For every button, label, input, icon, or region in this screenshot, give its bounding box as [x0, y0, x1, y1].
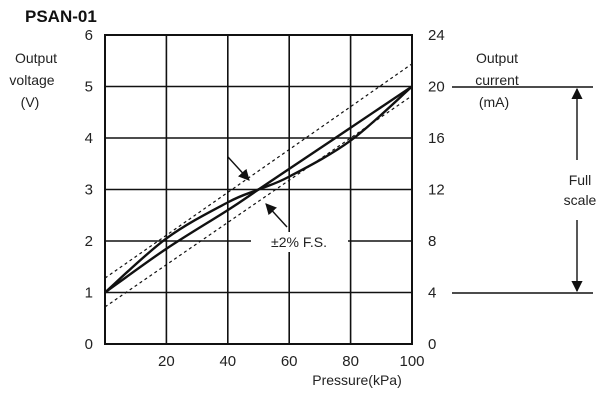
x-tick-label: 80 — [342, 353, 359, 370]
tolerance-arrow-upper — [227, 156, 250, 181]
chart-title: PSAN-01 — [25, 7, 97, 26]
y-left-tick-label: 6 — [85, 27, 93, 44]
tolerance-label: ±2% F.S. — [271, 234, 327, 250]
right-axis-label-line: Output — [476, 50, 518, 66]
y-left-tick-label: 5 — [85, 79, 93, 96]
y-right-tick-label: 12 — [428, 182, 445, 199]
y-left-tick-label: 4 — [85, 130, 93, 147]
x-tick-label: 60 — [281, 353, 298, 370]
right-axis-label-line: current — [475, 72, 519, 88]
y-left-tick-label: 2 — [85, 233, 93, 250]
tolerance-line-upper — [104, 63, 413, 279]
tolerance-annotation: ±2% F.S. — [227, 156, 348, 252]
y-right-tick-label: 0 — [428, 336, 436, 353]
x-axis-label: Pressure(kPa) — [312, 372, 401, 388]
y-right-tick-label: 20 — [428, 79, 445, 96]
left-axis-label-line: (V) — [21, 94, 40, 110]
tolerance-arrow-lower — [265, 203, 288, 228]
tolerance-line-lower — [104, 95, 413, 308]
full-scale-annotation: Full scale — [452, 86, 597, 294]
y-left-tick-label: 3 — [85, 182, 93, 199]
y-right-tick-label: 4 — [428, 285, 436, 302]
left-axis-label-line: Output — [15, 50, 57, 66]
y-left-tick-label: 1 — [85, 285, 93, 302]
x-tick-label: 20 — [158, 353, 175, 370]
y-right-tick-label: 8 — [428, 233, 436, 250]
full-scale-label-line: Full — [569, 172, 592, 188]
series-line-2 — [104, 85, 413, 294]
tolerance-label-bg — [251, 232, 348, 252]
x-tick-label: 40 — [219, 353, 236, 370]
y-right-tick-label: 16 — [428, 130, 445, 147]
y-left-tick-label: 0 — [85, 336, 93, 353]
left-axis-label-line: voltage — [9, 72, 54, 88]
right-axis-label-line: (mA) — [479, 94, 509, 110]
left-axis-label: Output voltage (V) — [9, 50, 57, 110]
x-tick-label: 100 — [399, 353, 424, 370]
plot-frame — [104, 34, 413, 345]
right-axis-label: Output current (mA) — [475, 50, 519, 110]
full-scale-label-line: scale — [564, 192, 597, 208]
y-right-tick-label: 24 — [428, 27, 445, 44]
tolerance-band — [104, 63, 413, 308]
series-lines — [104, 85, 413, 294]
